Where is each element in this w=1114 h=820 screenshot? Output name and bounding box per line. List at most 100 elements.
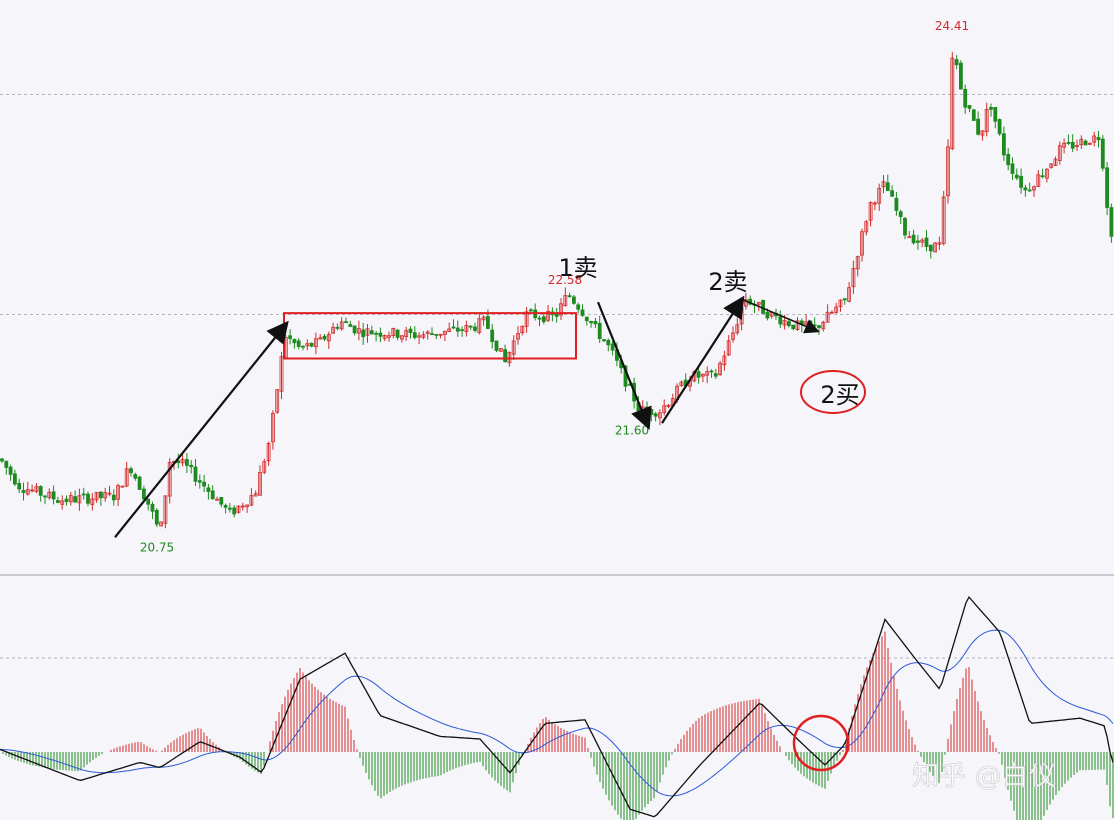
candle-body bbox=[984, 108, 989, 133]
candle-body bbox=[1036, 174, 1041, 187]
candle bbox=[477, 313, 482, 335]
candle bbox=[941, 190, 946, 246]
candle bbox=[885, 174, 890, 191]
candle-body bbox=[159, 521, 164, 527]
candle-body bbox=[855, 256, 860, 270]
candle-body bbox=[563, 295, 568, 307]
candle bbox=[464, 320, 469, 337]
candle bbox=[232, 505, 237, 518]
candle bbox=[344, 317, 348, 324]
signal-label: 1卖 bbox=[558, 254, 597, 282]
consolidation-box bbox=[283, 312, 577, 360]
candle bbox=[911, 229, 916, 245]
candle-body bbox=[868, 202, 873, 221]
candle-body bbox=[649, 408, 654, 415]
candle-body bbox=[1053, 158, 1058, 166]
candle-body bbox=[12, 473, 17, 485]
candle bbox=[778, 310, 783, 329]
candle bbox=[1088, 142, 1092, 146]
candle-body bbox=[520, 325, 525, 334]
candle-body bbox=[554, 314, 559, 317]
candle bbox=[855, 255, 860, 277]
candle-body bbox=[645, 406, 649, 411]
candle bbox=[1083, 139, 1088, 146]
candle-body bbox=[81, 493, 86, 496]
candle bbox=[455, 320, 460, 337]
candle-body bbox=[236, 505, 241, 513]
macd-panel bbox=[0, 595, 1114, 820]
candle bbox=[726, 335, 731, 356]
candle bbox=[202, 474, 207, 493]
candle-body bbox=[227, 507, 232, 510]
candle bbox=[924, 230, 929, 252]
candle-body bbox=[954, 59, 959, 66]
candle bbox=[361, 323, 366, 345]
candle-body bbox=[924, 237, 929, 247]
candle bbox=[821, 320, 826, 332]
candle bbox=[817, 324, 821, 335]
candle-body bbox=[726, 340, 731, 356]
candle-body bbox=[851, 268, 856, 288]
candle-body bbox=[572, 296, 576, 304]
candle-body bbox=[348, 324, 353, 327]
candle-body bbox=[335, 326, 340, 329]
candle-body bbox=[73, 496, 77, 503]
candle bbox=[4, 460, 9, 475]
candle bbox=[709, 369, 714, 378]
candle-body bbox=[215, 498, 219, 501]
candle-body bbox=[812, 324, 817, 327]
candle-body bbox=[498, 348, 503, 352]
candle bbox=[533, 303, 538, 321]
candle bbox=[301, 345, 305, 351]
candle bbox=[907, 230, 912, 239]
candle bbox=[946, 139, 950, 204]
candle-body bbox=[4, 460, 9, 468]
candle-body bbox=[202, 481, 207, 487]
candle bbox=[352, 325, 357, 336]
candle-body bbox=[744, 299, 748, 307]
candle bbox=[584, 316, 589, 326]
candle-body bbox=[873, 202, 877, 205]
candle bbox=[90, 493, 95, 511]
candle bbox=[920, 237, 925, 248]
price-extreme-label: 22.58 bbox=[548, 273, 582, 287]
candle bbox=[167, 458, 172, 504]
candle-body bbox=[946, 146, 950, 197]
macd-histogram bbox=[2, 631, 1114, 820]
candle bbox=[421, 331, 426, 340]
candle bbox=[163, 495, 168, 529]
candle bbox=[468, 325, 473, 331]
candle bbox=[275, 389, 280, 414]
candle-body bbox=[593, 320, 598, 325]
candle-body bbox=[490, 329, 495, 342]
candle bbox=[1057, 141, 1062, 165]
candle-body bbox=[1062, 142, 1066, 148]
candle-body bbox=[365, 328, 370, 336]
candle bbox=[141, 485, 146, 500]
candle-body bbox=[133, 474, 138, 479]
candle-body bbox=[249, 495, 254, 506]
candle-body bbox=[331, 326, 336, 334]
candle bbox=[382, 334, 387, 342]
candle-body bbox=[477, 318, 482, 333]
candle-body bbox=[864, 221, 869, 233]
candle-body bbox=[455, 327, 460, 332]
candle bbox=[1092, 131, 1097, 147]
candle-body bbox=[959, 62, 963, 90]
candle bbox=[1002, 126, 1006, 161]
candle bbox=[494, 340, 499, 353]
candle bbox=[1079, 135, 1084, 149]
candle-body bbox=[38, 486, 43, 496]
candle-body bbox=[709, 370, 714, 373]
candle-body bbox=[352, 325, 357, 334]
candle-body bbox=[374, 332, 379, 335]
candle bbox=[339, 317, 344, 331]
candle-body bbox=[791, 324, 796, 330]
candle-body bbox=[322, 335, 327, 340]
candle-body bbox=[825, 311, 830, 323]
candle-body bbox=[408, 328, 413, 333]
candle bbox=[365, 324, 370, 343]
candle-body bbox=[1032, 186, 1036, 191]
candle-body bbox=[253, 493, 258, 497]
candle-body bbox=[1027, 189, 1032, 192]
